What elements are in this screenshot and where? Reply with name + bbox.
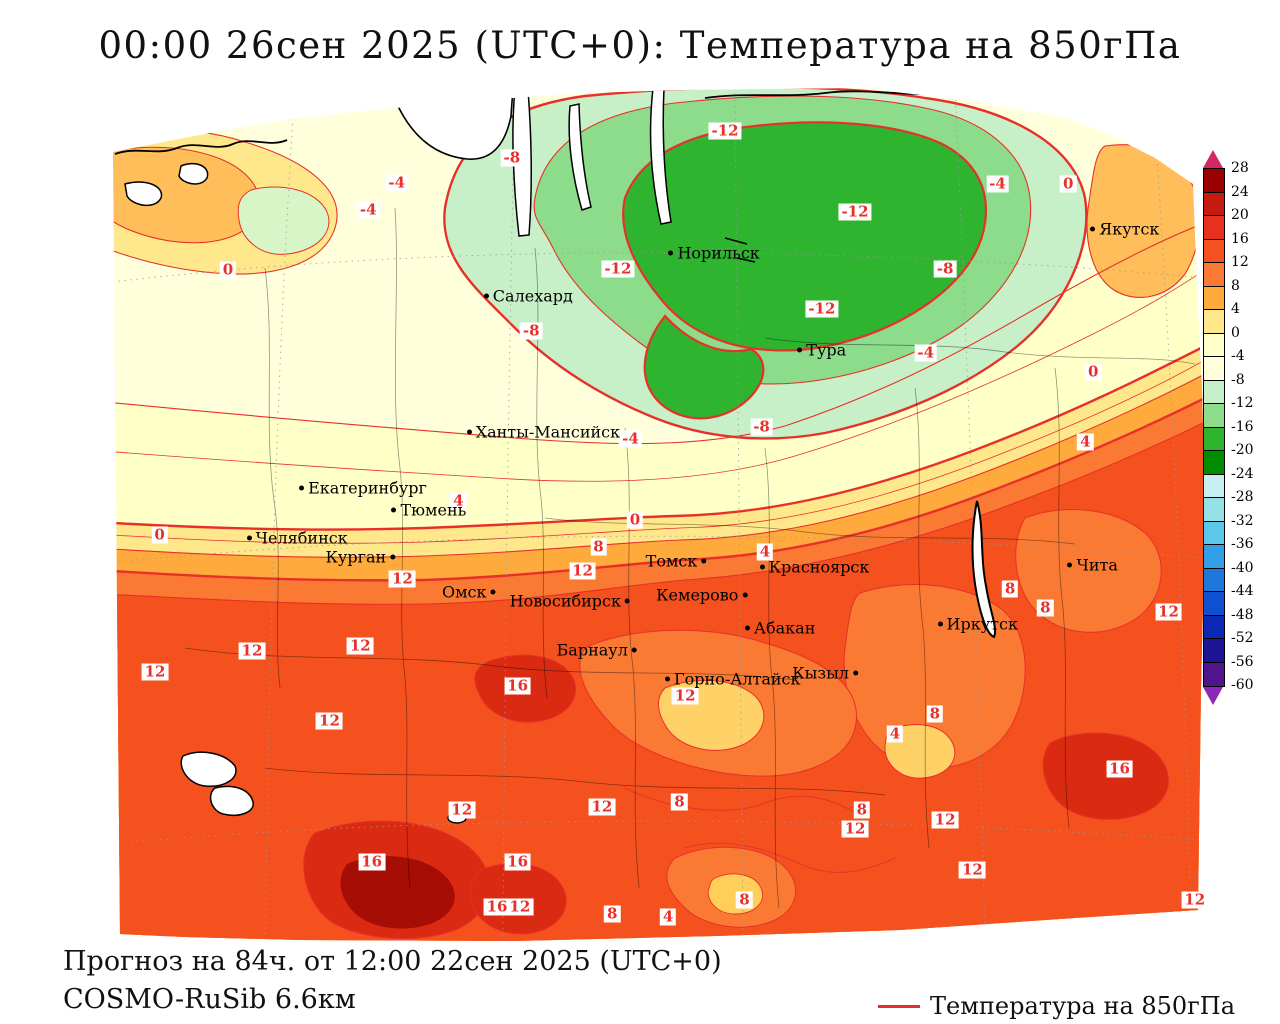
colorbar-tick-label: -48 xyxy=(1231,606,1254,623)
colorbar-cell xyxy=(1204,521,1224,545)
colorbar-tick-label: 20 xyxy=(1231,207,1249,223)
colorbar-cell xyxy=(1204,192,1224,216)
map-canvas: -12 -8 -4 -4 -12 -4 0 0 -8 -12 -12 -8 -4 0 -4 -8 4 0 4 0 8 12… xyxy=(65,88,1209,945)
colorbar-cell xyxy=(1204,639,1224,663)
colorbar-tick-label: -24 xyxy=(1231,465,1254,482)
colorbar-cell xyxy=(1204,333,1224,357)
temperature-fill-layer xyxy=(113,88,1205,941)
colorbar-cell xyxy=(1204,239,1224,263)
colorbar-tick-label: -12 xyxy=(1231,395,1254,411)
graticule-layer xyxy=(113,88,1205,941)
temperature-field-svg xyxy=(113,88,1205,941)
colorbar-cell xyxy=(1204,474,1224,498)
colorbar-tick-label: 24 xyxy=(1231,183,1249,200)
colorbar-cell xyxy=(1204,427,1224,451)
model-info-text: COSMO-RuSib 6.6км xyxy=(63,984,356,1015)
colorbar-arrow-down-icon xyxy=(1203,687,1223,705)
colorbar-cell xyxy=(1204,404,1224,428)
colorbar-tick-label: 8 xyxy=(1231,277,1240,294)
colorbar-tick-label: -4 xyxy=(1231,348,1245,364)
colorbar-cell xyxy=(1204,568,1224,592)
colorbar-tick-label: -36 xyxy=(1231,536,1254,552)
colorbar-cell xyxy=(1204,451,1224,475)
colorbar-tick-label: -40 xyxy=(1231,559,1254,576)
contour-lines-layer xyxy=(113,222,1205,873)
colorbar-tick-label: -52 xyxy=(1231,630,1254,646)
colorbar: 28 24 20 16 12 8 4 0 -4 -8 -12 -16 -20 -24 -28 -32 -36 -4… xyxy=(1203,150,1279,705)
legend-label: Температура на 850гПа xyxy=(930,992,1236,1020)
page-title: 00:00 26сен 2025 (UTC+0): Температура на… xyxy=(98,24,1182,67)
colorbar-tick-label: -16 xyxy=(1231,418,1254,435)
colorbar-tick-label: -56 xyxy=(1231,653,1254,670)
colorbar-cell xyxy=(1204,263,1224,287)
colorbar-tick-label: 12 xyxy=(1231,254,1249,270)
forecast-info-text: Прогноз на 84ч. от 12:00 22сен 2025 (UTC… xyxy=(63,946,722,977)
colorbar-tick-label: 4 xyxy=(1231,301,1240,317)
map-legend: Температура на 850гПа xyxy=(878,992,1235,1020)
colorbar-cell xyxy=(1204,592,1224,616)
colorbar-tick-label: 16 xyxy=(1231,230,1249,247)
colorbar-cell xyxy=(1204,380,1224,404)
colorbar-tick-label: -28 xyxy=(1231,489,1254,505)
colorbar-arrow-up-icon xyxy=(1203,150,1223,168)
colorbar-tick-label: -8 xyxy=(1231,371,1245,388)
colorbar-tick-label: -32 xyxy=(1231,512,1254,529)
colorbar-cell xyxy=(1204,310,1224,334)
colorbar-cell xyxy=(1204,216,1224,240)
colorbar-tick-label: 0 xyxy=(1231,324,1240,341)
colorbar-cell xyxy=(1204,498,1224,522)
legend-line-sample xyxy=(878,1004,920,1008)
colorbar-tick-label: 28 xyxy=(1231,160,1249,176)
colorbar-tick-label: -44 xyxy=(1231,583,1254,599)
colorbar-cell xyxy=(1204,286,1224,310)
colorbar-cell xyxy=(1204,545,1224,569)
coastline-layer xyxy=(114,88,1031,824)
colorbar-cell xyxy=(1204,169,1224,193)
colorbar-cell xyxy=(1204,662,1224,686)
colorbar-cells xyxy=(1203,168,1225,687)
colorbar-cell xyxy=(1204,357,1224,381)
colorbar-cell xyxy=(1204,615,1224,639)
colorbar-tick-label: -20 xyxy=(1231,442,1254,458)
colorbar-tick-label: -60 xyxy=(1231,677,1254,693)
